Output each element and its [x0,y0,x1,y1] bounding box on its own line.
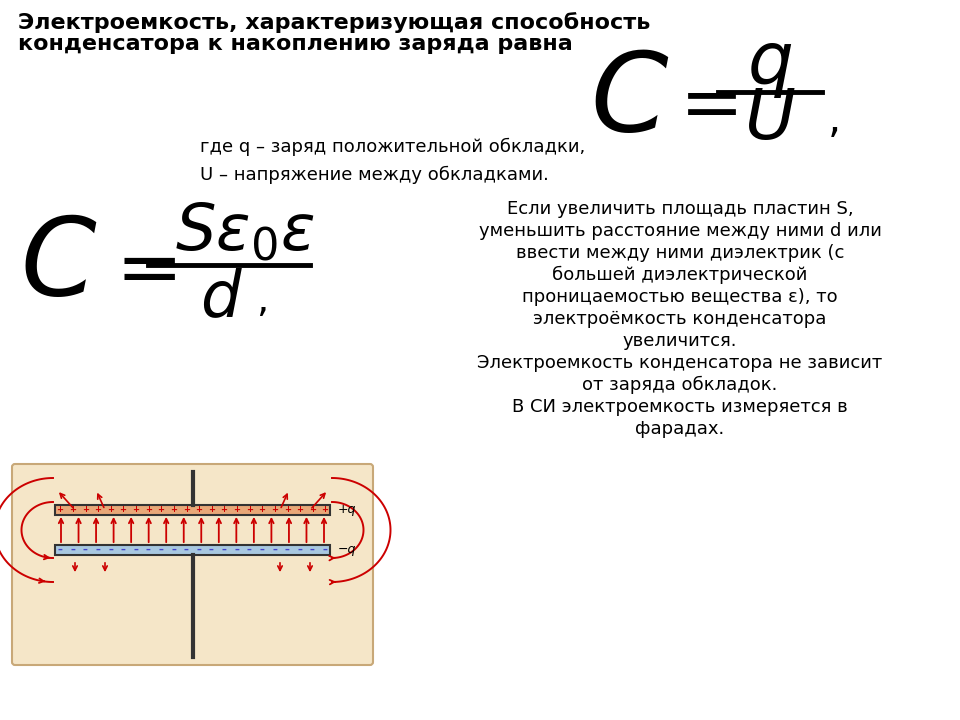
Text: $=$: $=$ [665,68,737,142]
FancyBboxPatch shape [12,464,373,665]
Text: –: – [197,545,202,555]
Text: +: + [297,505,303,515]
Text: ,: , [256,281,268,319]
Text: +: + [258,505,265,515]
Text: увеличится.: увеличится. [623,332,737,350]
Text: +: + [157,505,164,515]
Text: Электроемкость, характеризующая способность: Электроемкость, характеризующая способно… [18,12,650,33]
Text: +: + [69,505,76,515]
Text: $\mathit{d}$: $\mathit{d}$ [200,269,243,330]
Text: +: + [145,505,152,515]
Text: –: – [83,545,87,555]
Text: –: – [298,545,302,555]
Text: уменьшить расстояние между ними d или: уменьшить расстояние между ними d или [479,222,881,240]
Text: $\mathit{q}$: $\mathit{q}$ [748,30,793,100]
Text: от заряда обкладок.: от заряда обкладок. [583,376,778,395]
Text: ,: , [828,99,841,141]
Text: +: + [283,505,291,515]
Text: –: – [146,545,151,555]
Text: +: + [57,505,63,515]
Text: −q: −q [338,544,356,557]
Bar [55,545,330,555]
Text: –: – [310,545,315,555]
Text: конденсатора к накоплению заряда равна: конденсатора к накоплению заряда равна [18,34,573,54]
Text: где q – заряд положительной обкладки,
U – напряжение между обкладками.: где q – заряд положительной обкладки, U … [200,138,586,184]
Text: –: – [58,545,62,555]
Text: +: + [322,505,328,515]
Text: –: – [272,545,277,555]
Text: –: – [133,545,138,555]
Text: $\mathit{C}$: $\mathit{C}$ [590,47,669,153]
Bar [55,505,330,515]
Text: –: – [95,545,100,555]
Text: –: – [285,545,290,555]
Text: +: + [233,505,240,515]
Text: –: – [247,545,252,555]
Text: $=$: $=$ [100,231,177,309]
Text: Электроемкость конденсатора не зависит: Электроемкость конденсатора не зависит [477,354,882,372]
Text: –: – [234,545,239,555]
Text: +: + [309,505,316,515]
Text: –: – [222,545,227,555]
Text: +: + [170,505,177,515]
Text: проницаемостью вещества ε), то: проницаемостью вещества ε), то [522,288,838,306]
Text: большей диэлектрической: большей диэлектрической [552,266,807,284]
Text: +: + [246,505,252,515]
Text: ввести между ними диэлектрик (с: ввести между ними диэлектрик (с [516,244,844,262]
Text: +q: +q [338,503,356,516]
Text: –: – [121,545,126,555]
Text: $S\varepsilon_0\varepsilon$: $S\varepsilon_0\varepsilon$ [175,201,315,264]
Text: –: – [171,545,176,555]
Text: +: + [82,505,88,515]
Text: электроёмкость конденсатора: электроёмкость конденсатора [534,310,827,328]
Text: +: + [107,505,114,515]
Text: +: + [221,505,228,515]
Text: $\mathit{C}$: $\mathit{C}$ [20,212,97,318]
Text: +: + [195,505,203,515]
Text: +: + [271,505,278,515]
Text: В СИ электроемкость измеряется в: В СИ электроемкость измеряется в [512,398,848,416]
Text: фарадах.: фарадах. [636,420,725,438]
Text: +: + [182,505,190,515]
Text: –: – [323,545,327,555]
Text: +: + [94,505,102,515]
Text: –: – [209,545,214,555]
Text: +: + [120,505,127,515]
Text: +: + [132,505,139,515]
Text: Если увеличить площадь пластин S,: Если увеличить площадь пластин S, [507,200,853,218]
Text: +: + [208,505,215,515]
Text: –: – [108,545,113,555]
Text: –: – [183,545,188,555]
Text: –: – [259,545,264,555]
Text: –: – [70,545,75,555]
Text: $\mathit{U}$: $\mathit{U}$ [744,87,796,153]
Text: –: – [158,545,163,555]
